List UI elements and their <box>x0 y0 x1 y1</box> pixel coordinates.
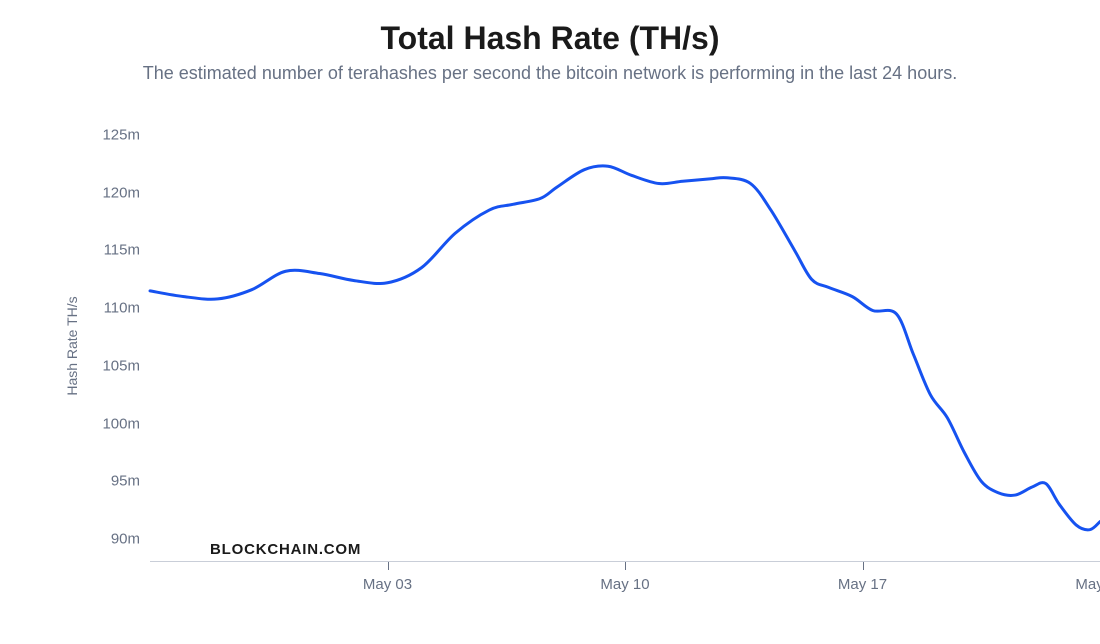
hash-rate-line <box>150 166 1100 530</box>
y-tick-label: 120m <box>102 184 150 201</box>
y-tick-label: 90m <box>111 530 150 547</box>
y-tick-label: 115m <box>104 242 150 259</box>
chart-subtitle: The estimated number of terahashes per s… <box>30 63 1070 84</box>
x-tick-label: May 03 <box>363 576 412 593</box>
y-tick-label: 125m <box>102 127 150 144</box>
x-tick-mark <box>388 562 389 570</box>
x-tick-mark <box>863 562 864 570</box>
plot-area: BLOCKCHAIN.COM 90m95m100m105m110m115m120… <box>150 112 1100 562</box>
watermark: BLOCKCHAIN.COM <box>210 541 361 558</box>
y-axis-label: Hash Rate TH/s <box>64 296 80 395</box>
y-tick-label: 105m <box>102 357 150 374</box>
chart-container: Total Hash Rate (TH/s) The estimated num… <box>0 0 1100 644</box>
chart-title: Total Hash Rate (TH/s) <box>30 20 1070 57</box>
x-tick-label: May 17 <box>838 576 887 593</box>
chart-area: Hash Rate TH/s BLOCKCHAIN.COM 90m 95m 100m… <box>30 112 1070 562</box>
x-tick-label: May 24 <box>1075 576 1100 593</box>
line-chart-svg <box>150 112 1100 562</box>
x-tick-mark <box>625 562 626 570</box>
y-tick-label: 110m <box>104 300 150 317</box>
y-tick-label: 95m <box>111 473 150 490</box>
x-tick-label: May 10 <box>600 576 649 593</box>
y-tick-label: 100m <box>102 415 150 432</box>
